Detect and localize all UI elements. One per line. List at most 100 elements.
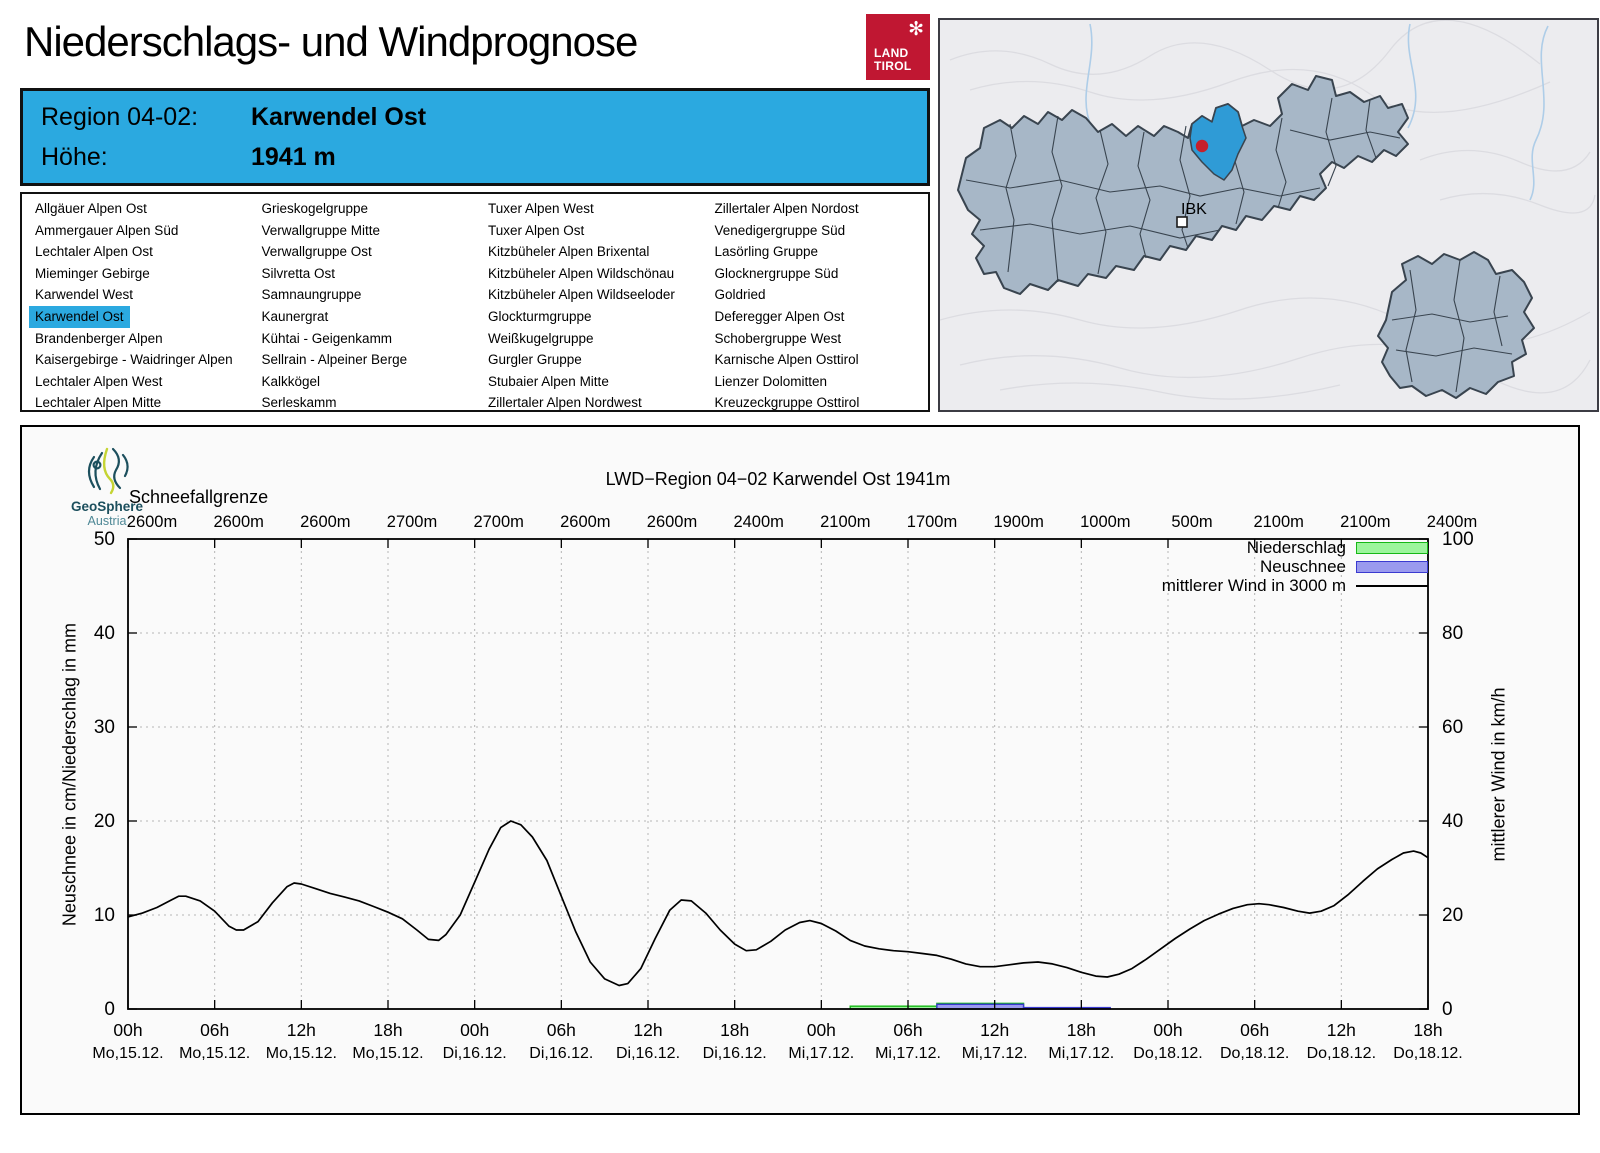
- y-right-tick-label: 20: [1442, 905, 1463, 926]
- wind-line: [127, 820, 1429, 987]
- list-item[interactable]: Silvretta Ost: [261, 265, 336, 281]
- map-regions-main[interactable]: [957, 75, 1409, 295]
- snowline-value: 2400m: [1427, 513, 1477, 531]
- y-right-tick-label: 100: [1442, 529, 1474, 550]
- list-item[interactable]: Kaisergebirge - Waidringer Alpen: [35, 352, 233, 368]
- snowline-value: 1700m: [907, 513, 957, 531]
- x-tick-date-label: Di,16.12.: [443, 1045, 507, 1062]
- land-tirol-logo: ✻ LAND TIROL: [866, 14, 930, 80]
- x-tick-time-label: 00h: [113, 1020, 142, 1040]
- x-tick-date-label: Di,16.12.: [703, 1045, 767, 1062]
- x-tick-date-label: Di,16.12.: [616, 1045, 680, 1062]
- x-tick-date-label: Mo,15.12.: [352, 1045, 423, 1062]
- legend-label: mittlerer Wind in 3000 m: [1161, 576, 1346, 595]
- list-item[interactable]: Lechtaler Alpen Ost: [35, 244, 153, 260]
- region-label: Region 04-02:: [41, 103, 199, 131]
- list-item-selected[interactable]: Karwendel Ost: [29, 305, 130, 328]
- list-item[interactable]: Ammergauer Alpen Süd: [35, 222, 179, 238]
- list-item[interactable]: Venedigergruppe Süd: [714, 222, 846, 238]
- terrain-ridges: [939, 19, 1596, 400]
- list-item[interactable]: Zillertaler Alpen Nordost: [714, 201, 859, 216]
- forecast-chart-panel: 2600m 2600m 2600m 2700m 2700m 2600m 2600m 2400m…: [20, 425, 1580, 1115]
- tirol-map-svg: IBK: [939, 19, 1597, 410]
- list-item[interactable]: Schobergruppe West: [714, 330, 842, 346]
- snowline-axis-label: Schneefallgrenze: [129, 487, 269, 507]
- y-left-tick-label: 10: [94, 905, 115, 926]
- list-item[interactable]: Gurgler Gruppe: [488, 352, 582, 368]
- list-item[interactable]: Verwallgruppe Ost: [261, 244, 372, 260]
- list-item[interactable]: Kühtai - Geigenkamm: [261, 330, 393, 346]
- list-item[interactable]: Karwendel West: [35, 287, 134, 303]
- x-tick-time-label: 12h: [287, 1020, 316, 1040]
- legend-label: Neuschnee: [1259, 557, 1346, 576]
- list-item[interactable]: Grieskogelgruppe: [261, 201, 369, 216]
- land-tirol-logo-text: LAND TIROL: [874, 46, 912, 73]
- list-item[interactable]: Lienzer Dolomitten: [714, 373, 828, 389]
- x-tick-date-label: Do,18.12.: [1307, 1045, 1376, 1062]
- list-item[interactable]: Kitzbüheler Alpen Wildseeloder: [488, 287, 675, 303]
- snowline-value: 2100m: [1340, 513, 1390, 531]
- region-borders: [965, 97, 1401, 283]
- region-list: Allgäuer Alpen Ost Ammergauer Alpen Süd Le…: [20, 192, 930, 412]
- x-tick-date-label: Mo,15.12.: [179, 1045, 250, 1062]
- geosphere-logo-mark: [87, 447, 129, 495]
- map-regions-east[interactable]: [1377, 251, 1535, 399]
- y-right-tick-label: 40: [1442, 811, 1463, 832]
- list-item[interactable]: Kitzbüheler Alpen Brixental: [488, 244, 650, 260]
- list-item[interactable]: Brandenberger Alpen: [35, 330, 163, 346]
- list-item[interactable]: Zillertaler Alpen Nordwest: [488, 395, 642, 411]
- y-left-tick-label: 50: [94, 529, 115, 550]
- plot-border: [127, 538, 1429, 1010]
- list-item[interactable]: Verwallgruppe Mitte: [261, 222, 381, 238]
- list-item[interactable]: Mieminger Gebirge: [35, 265, 150, 281]
- x-tick-date-label: Mi,17.12.: [788, 1045, 854, 1062]
- geosphere-name: GeoSphere: [70, 499, 144, 514]
- snowline-value: 1000m: [1080, 513, 1130, 531]
- list-item[interactable]: Karnische Alpen Osttirol: [714, 352, 859, 368]
- legend-swatch: [1356, 560, 1428, 573]
- list-item[interactable]: Glockturmgruppe: [488, 308, 592, 324]
- chart-title: LWD−Region 04−02 Karwendel Ost 1941m: [605, 469, 951, 489]
- list-item[interactable]: Kreuzeckgruppe Osttirol: [714, 395, 860, 411]
- geosphere-logo: GeoSphere Austria: [52, 443, 162, 528]
- list-item[interactable]: Lechtaler Alpen Mitte: [35, 395, 162, 411]
- list-item[interactable]: Tuxer Alpen West: [488, 201, 594, 216]
- page-title: Niederschlags- und Windprognose: [24, 18, 638, 65]
- selected-region-karwendel-ost[interactable]: [1189, 103, 1247, 181]
- list-item[interactable]: Weißkugelgruppe: [488, 330, 594, 346]
- list-item[interactable]: Stubaier Alpen Mitte: [488, 373, 609, 389]
- right-axis-title: mittlerer Wind in km/h: [1488, 687, 1509, 862]
- list-item[interactable]: Lechtaler Alpen West: [35, 373, 163, 389]
- list-item[interactable]: Deferegger Alpen Ost: [714, 308, 845, 324]
- list-item[interactable]: Serleskamm: [261, 395, 337, 411]
- x-tick-date-label: Mo,15.12.: [266, 1045, 337, 1062]
- main-tirol-region[interactable]: [957, 75, 1409, 295]
- list-item[interactable]: Tuxer Alpen Ost: [488, 222, 585, 238]
- list-item[interactable]: Kaunergrat: [261, 308, 329, 324]
- snowline-value: 1900m: [993, 513, 1043, 531]
- snowline-value: 2700m: [473, 513, 523, 531]
- list-item[interactable]: Kalkkögel: [261, 373, 321, 389]
- east-tirol-region[interactable]: [1377, 251, 1535, 399]
- y-right-tick-label: 0: [1442, 999, 1453, 1020]
- list-item[interactable]: Samnaungruppe: [261, 287, 362, 303]
- list-item[interactable]: Allgäuer Alpen Ost: [35, 201, 147, 216]
- x-tick-time-label: 12h: [633, 1020, 662, 1040]
- altitude-label: Höhe:: [41, 143, 108, 171]
- region-value: Karwendel Ost: [251, 103, 427, 131]
- station-marker-dot: [1195, 139, 1209, 153]
- x-tick-date-label: Mi,17.12.: [1048, 1045, 1114, 1062]
- snowline-value: 2600m: [127, 513, 177, 531]
- list-item[interactable]: Lasörling Gruppe: [714, 244, 819, 260]
- list-item[interactable]: Goldried: [714, 287, 766, 303]
- x-tick-time-label: 18h: [373, 1020, 402, 1040]
- forecast-chart: 2600m 2600m 2600m 2700m 2700m 2600m 2600m 2400m…: [92, 513, 1477, 1062]
- list-item[interactable]: Sellrain - Alpeiner Berge: [261, 352, 408, 368]
- x-tick-date-label: Mi,17.12.: [962, 1045, 1028, 1062]
- legend-swatch: [1356, 541, 1428, 554]
- ibk-city-marker: [1176, 216, 1188, 228]
- legend-entry: mittlerer Wind in 3000 m: [1161, 576, 1428, 595]
- list-item[interactable]: Kitzbüheler Alpen Wildschönau: [488, 265, 675, 281]
- list-item[interactable]: Glocknergruppe Süd: [714, 265, 839, 281]
